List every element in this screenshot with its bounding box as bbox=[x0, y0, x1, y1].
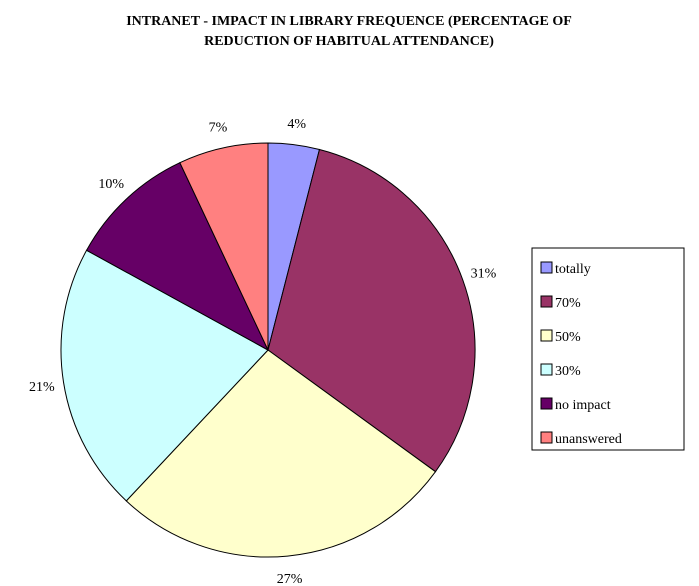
chart-legend: totally 70% 50% 30% no impact unanswered bbox=[531, 247, 685, 451]
pie-slice-label-50: 27% bbox=[277, 572, 303, 586]
legend-label-unanswered: unanswered bbox=[555, 432, 622, 447]
legend-swatch-totally bbox=[540, 261, 553, 274]
pie-slice-no-impact bbox=[85, 162, 270, 352]
legend-label-50: 50% bbox=[555, 330, 581, 345]
pie-slice-label-unanswered: 7% bbox=[209, 121, 228, 136]
pie-slice-unanswered bbox=[179, 142, 269, 351]
pie-slice-label-70: 31% bbox=[471, 266, 497, 281]
pie-slice-50 bbox=[125, 349, 437, 558]
pie-slice-label-totally: 4% bbox=[287, 117, 306, 132]
legend-swatch-30 bbox=[540, 363, 553, 376]
chart-title-line-2: REDUCTION OF HABITUAL ATTENDANCE) bbox=[204, 34, 494, 49]
legend-label-totally: totally bbox=[555, 262, 591, 277]
legend-swatch-70 bbox=[540, 295, 553, 308]
pie-slice-70 bbox=[267, 148, 476, 473]
legend-swatch-50 bbox=[540, 329, 553, 342]
pie-slice-label-30: 21% bbox=[29, 380, 55, 395]
legend-swatch-unanswered bbox=[540, 431, 553, 444]
legend-swatch-no-impact bbox=[540, 397, 553, 410]
legend-frame bbox=[531, 247, 685, 451]
pie-slice-labels: 4% 31% 27% 21% 10% 7% bbox=[29, 117, 497, 586]
chart-title-line-1: INTRANET - IMPACT IN LIBRARY FREQUENCE (… bbox=[126, 14, 572, 29]
pie-slices bbox=[60, 142, 476, 558]
pie-slice-label-no-impact: 10% bbox=[98, 177, 124, 192]
legend-label-no-impact: no impact bbox=[555, 398, 611, 413]
legend-label-30: 30% bbox=[555, 364, 581, 379]
legend-label-70: 70% bbox=[555, 296, 581, 311]
pie-slice-30 bbox=[60, 249, 269, 502]
